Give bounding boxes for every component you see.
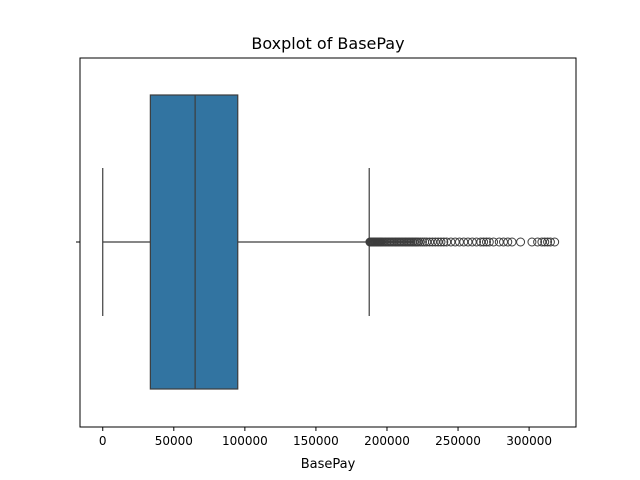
outlier-point (479, 237, 489, 247)
outlier-point (418, 237, 428, 247)
x-tick-label: 0 (99, 434, 107, 448)
outlier-point (472, 237, 482, 247)
outlier-point (442, 237, 452, 247)
x-tick-label: 300000 (506, 434, 552, 448)
outlier-point (433, 237, 443, 247)
outlier-point (537, 237, 547, 247)
x-tick-label: 100000 (222, 434, 268, 448)
outlier-point (545, 237, 555, 247)
outlier-point (422, 237, 432, 247)
x-tick-label: 50000 (155, 434, 193, 448)
outlier-point (459, 237, 469, 247)
x-tick-label: 250000 (435, 434, 481, 448)
x-tick-label: 200000 (364, 434, 410, 448)
chart-title: Boxplot of BasePay (251, 34, 404, 53)
outlier-point (439, 237, 449, 247)
outlier-point (476, 237, 486, 247)
outlier-point (516, 237, 526, 247)
outlier-point (527, 237, 537, 247)
outlier-point (540, 237, 550, 247)
iqr-box (149, 94, 239, 390)
outlier-point (446, 237, 456, 247)
outlier-point (463, 237, 473, 247)
outlier-point (413, 237, 423, 247)
x-tick-label: 150000 (293, 434, 339, 448)
outlier-point (454, 237, 464, 247)
outlier-point (489, 237, 499, 247)
outlier-point (494, 237, 504, 247)
outlier-point (543, 237, 553, 247)
plot-area (102, 94, 560, 390)
outlier-point (481, 237, 491, 247)
outlier-point (507, 237, 517, 247)
outlier-point (415, 237, 425, 247)
x-axis-label: BasePay (301, 457, 356, 472)
outlier-point (484, 237, 494, 247)
outlier-point (550, 237, 560, 247)
x-axis: 0 50000 100000 150000 200000 250000 300000 (99, 427, 552, 448)
outlier-point (450, 237, 460, 247)
outlier-point (467, 237, 477, 247)
outlier-point (533, 237, 543, 247)
outlier-point (430, 237, 440, 247)
outlier-point (425, 237, 435, 247)
outlier-point (499, 237, 509, 247)
outlier-point (503, 237, 513, 247)
outlier-point (436, 237, 446, 247)
outlier-point (427, 237, 437, 247)
